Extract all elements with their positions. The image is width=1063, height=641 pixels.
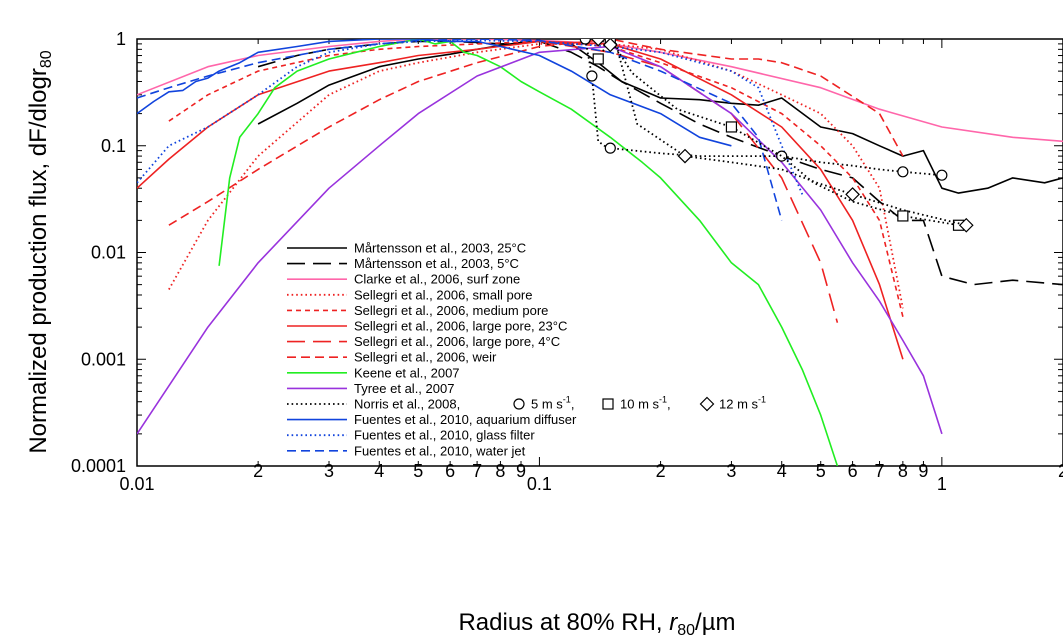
legend-label: Keene et al., 2007 [354, 365, 460, 380]
x-tick-label: 2 [1058, 461, 1063, 481]
x-tick-label: 3 [324, 461, 334, 481]
legend: Mårtensson et al., 2003, 25°CMårtensson … [287, 241, 766, 458]
x-tick-label: 1 [937, 474, 947, 494]
legend-label: Tyree et al., 2007 [354, 381, 454, 396]
series-line-15 [597, 39, 967, 227]
circle-marker [897, 166, 909, 178]
x-tick-label: 2 [656, 461, 666, 481]
square-marker [725, 121, 738, 133]
series-layer [137, 39, 1063, 466]
x-tick-label: 6 [848, 461, 858, 481]
legend-label: Sellegri et al., 2006, large pore, 4°C [354, 334, 560, 349]
circle-marker [586, 70, 598, 82]
series-line-14 [597, 39, 959, 227]
diamond-marker-legend [699, 396, 715, 412]
axis-ticks [136, 38, 1063, 467]
diamond-marker [958, 217, 974, 233]
y-tick-label: 1 [116, 29, 126, 49]
legend-label: Clarke et al., 2006, surf zone [354, 272, 520, 287]
legend-label: Sellegri et al., 2006, weir [354, 350, 497, 365]
circle-marker [936, 169, 948, 181]
circle-marker-legend [513, 398, 525, 410]
x-tick-label: 0.01 [119, 474, 154, 494]
plot-frame [136, 38, 1063, 467]
x-tick-label: 5 [413, 461, 423, 481]
series-line-12 [137, 39, 783, 221]
legend-label: 12 m s-1 [719, 395, 766, 412]
y-tick-label: 0.001 [81, 349, 126, 369]
legend-label: Mårtensson et al., 2003, 25°C [354, 241, 526, 256]
x-axis-label: Radius at 80% RH, r80/µm [458, 609, 735, 639]
legend-label: Fuentes et al., 2010, aquarium diffuser [354, 412, 577, 427]
circle-marker [604, 142, 616, 154]
x-tick-label: 3 [726, 461, 736, 481]
y-tick-label: 0.1 [101, 136, 126, 156]
circle-marker [776, 150, 788, 162]
series-line-10 [137, 39, 732, 147]
diamond-marker [677, 148, 693, 164]
circle-marker [579, 39, 591, 45]
legend-label: Sellegri et al., 2006, small pore [354, 287, 532, 302]
x-tick-label: 6 [445, 461, 455, 481]
diamond-marker [590, 39, 606, 47]
diamond-marker [602, 39, 618, 53]
series-line-13 [584, 39, 942, 177]
series-line-11 [137, 39, 804, 195]
diamond-marker [845, 187, 860, 202]
square-marker [592, 53, 604, 65]
x-tick-label: 0.1 [527, 474, 552, 494]
legend-label: Fuentes et al., 2010, water jet [354, 443, 526, 458]
square-marker [897, 210, 909, 222]
y-axis-label: Normalized production flux, dF/dlogr80 [25, 50, 55, 453]
x-tick-label: 2 [253, 461, 263, 481]
legend-label: Sellegri et al., 2006, medium pore [354, 303, 548, 318]
legend-label: Sellegri et al., 2006, large pore, 23°C [354, 319, 567, 334]
x-tick-label: 4 [374, 461, 384, 481]
series-line-4 [168, 40, 904, 317]
legend-label: Norris et al., 2008, [354, 397, 460, 412]
x-tick-label: 7 [472, 461, 482, 481]
legend-label: Mårtensson et al., 2003, 5°C [354, 256, 519, 271]
x-tick-label: 8 [898, 461, 908, 481]
legend-label: Fuentes et al., 2010, glass filter [354, 428, 535, 443]
legend-label: 10 m s-1, [620, 395, 671, 412]
series-line-0 [257, 40, 1063, 194]
x-tick-label: 7 [875, 461, 885, 481]
tick-labels: 0.010.112345678923456789210.10.010.0010.… [71, 29, 1063, 494]
series-line-9 [137, 45, 943, 435]
x-tick-label: 5 [816, 461, 826, 481]
y-tick-label: 0.0001 [71, 456, 126, 476]
x-tick-label: 9 [516, 461, 526, 481]
x-tick-label: 8 [495, 461, 505, 481]
series-line-7 [168, 39, 904, 226]
series-line-8 [218, 39, 839, 466]
y-tick-label: 0.01 [91, 243, 126, 263]
x-tick-label: 4 [777, 461, 787, 481]
series-line-3 [168, 43, 904, 309]
x-tick-label: 9 [918, 461, 928, 481]
legend-label: 5 m s-1, [531, 395, 574, 412]
square-marker-legend [602, 398, 614, 410]
